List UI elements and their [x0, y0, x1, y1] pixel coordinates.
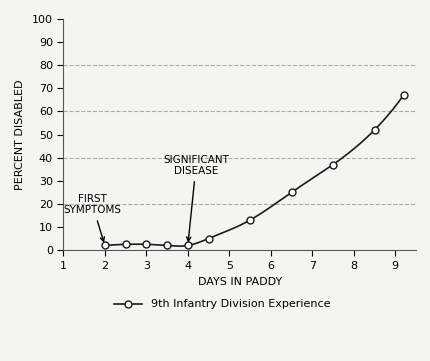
Text: SIGNIFICANT
DISEASE: SIGNIFICANT DISEASE — [163, 155, 228, 241]
Legend: 9th Infantry Division Experience: 9th Infantry Division Experience — [109, 295, 334, 314]
X-axis label: DAYS IN PADDY: DAYS IN PADDY — [197, 278, 281, 287]
Y-axis label: PERCENT DISABLED: PERCENT DISABLED — [15, 79, 25, 190]
Text: FIRST
SYMPTOMS: FIRST SYMPTOMS — [63, 194, 121, 242]
